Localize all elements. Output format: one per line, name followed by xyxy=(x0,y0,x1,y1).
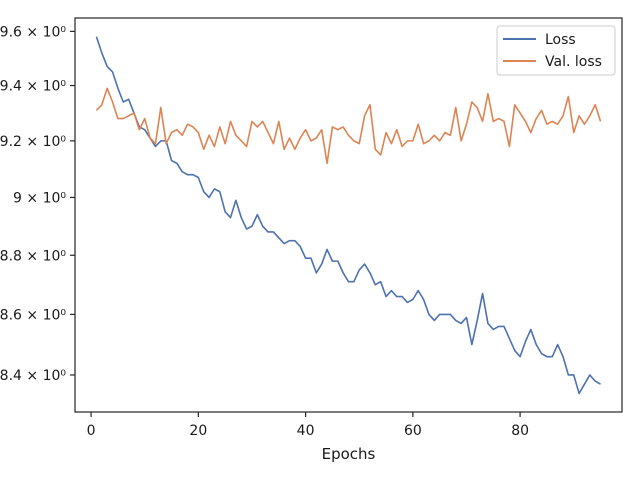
y-tick-label: 9.2 × 10⁰ xyxy=(0,134,66,150)
y-tick-label: 8.6 × 10⁰ xyxy=(0,307,66,323)
plot-area xyxy=(74,17,623,413)
x-tick-label: 80 xyxy=(511,423,529,439)
legend-label-val-loss: Val. loss xyxy=(545,54,602,70)
y-tick-label: 9.6 × 10⁰ xyxy=(0,24,66,40)
y-tick-label: 9.4 × 10⁰ xyxy=(0,79,66,95)
series-layer xyxy=(95,36,602,395)
series-line-val-loss xyxy=(95,87,602,165)
series-line-loss xyxy=(95,36,601,395)
y-tick-label: 8.4 × 10⁰ xyxy=(0,368,66,384)
x-axis: 0 20 40 60 80 xyxy=(87,412,529,439)
legend: Loss Val. loss xyxy=(496,25,616,76)
x-tick-label: 40 xyxy=(297,423,315,439)
legend-label-loss: Loss xyxy=(545,32,576,48)
x-tick-label: 0 xyxy=(87,423,96,439)
x-tick-label: 60 xyxy=(404,423,422,439)
y-axis: 8.4 × 10⁰ 8.6 × 10⁰ 8.8 × 10⁰ 9 × 10⁰ 9.2 × … xyxy=(0,24,75,384)
x-axis-label: Epochs xyxy=(322,445,376,463)
y-tick-label: 9 × 10⁰ xyxy=(13,190,66,206)
x-tick-label: 20 xyxy=(189,423,207,439)
y-tick-label: 8.8 × 10⁰ xyxy=(0,248,66,264)
